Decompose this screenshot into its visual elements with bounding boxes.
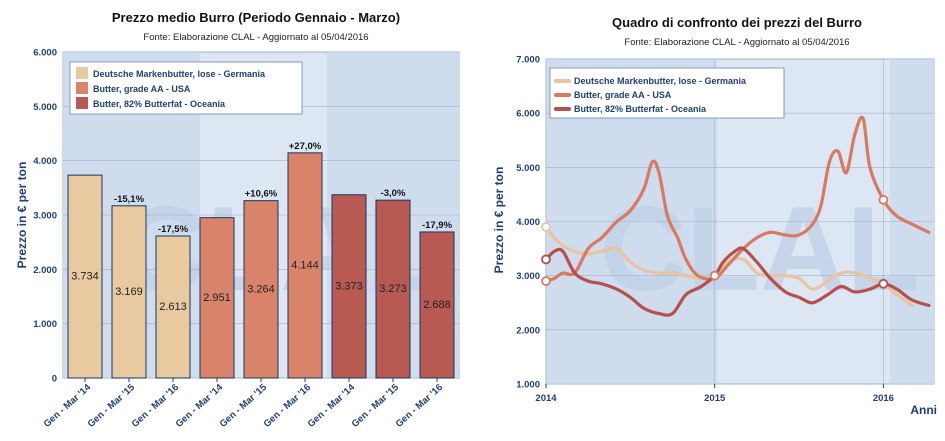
- bar-change-label: -3,0%: [381, 188, 406, 199]
- bar: [375, 199, 411, 379]
- line-legend-box: [549, 67, 785, 119]
- series-marker: [709, 270, 720, 281]
- bar-value-label: 3.264: [247, 283, 275, 295]
- series-lines: [546, 115, 931, 317]
- bar-y-tick-label: 4.000: [33, 156, 57, 167]
- bar-value-label: 3.734: [71, 271, 99, 283]
- bar-chart: Prezzo medio Burro (Periodo Gennaio - Ma…: [15, 10, 460, 430]
- line-y-tick-label: 3.000: [516, 271, 540, 282]
- line-chart-subtitle: Fonte: Elaborazione CLAL - Aggiornato al…: [624, 37, 849, 48]
- bar-value-label: 3.273: [379, 283, 407, 295]
- line-y-tick-labels: 1.000 2.000 3.000 4.000 5.000 6.000 7.000: [516, 55, 540, 391]
- series-markers: [541, 194, 889, 289]
- line-y-tick-label: 2.000: [516, 325, 540, 336]
- bar-change-label: -17,5%: [158, 224, 189, 235]
- bar-change-label: +27,0%: [289, 141, 322, 152]
- series-marker: [541, 276, 551, 286]
- line-x-tick-label: 2016: [873, 393, 894, 404]
- legend-label-usa: Butter, grade AA - USA: [574, 90, 672, 100]
- watermark-clal-right: CLAL: [600, 182, 920, 316]
- bar-chart-title: Prezzo medio Burro (Periodo Gennaio - Ma…: [112, 10, 400, 25]
- legend-swatch-usa: [76, 82, 88, 94]
- bar-x-tick-label: Gen - Mar '16: [394, 382, 445, 430]
- line-y-tick-label: 5.000: [516, 163, 540, 174]
- bar-y-tick-label: 1.000: [33, 319, 57, 330]
- bar-value-label: 3.169: [115, 286, 143, 298]
- bar-y-tick-labels: 0 1.000 2.000 3.000 4.000 5.000 6.000: [33, 48, 57, 385]
- bar-change-label: +10,6%: [245, 189, 278, 200]
- series-line-germania: [546, 225, 914, 308]
- series-line-oceania: [546, 246, 931, 317]
- watermark-text: CLAL: [600, 182, 920, 316]
- bar: [155, 235, 191, 379]
- series-marker: [878, 278, 889, 289]
- line-x-tick-labels: 2014 2015 2016: [535, 384, 894, 404]
- bar-y-axis-label: Prezzo in € per ton: [15, 162, 29, 269]
- bar-legend: Deutsche Markenbutter, lose - Germania B…: [69, 61, 303, 115]
- line-y-tick-label: 1.000: [516, 380, 540, 391]
- bar-y-tick-label: 6.000: [33, 48, 57, 59]
- legend-label-germania: Deutsche Markenbutter, lose - Germania: [574, 76, 747, 86]
- bar-value-label: 2.951: [203, 292, 231, 304]
- bar-change-label: -17,9%: [422, 220, 453, 231]
- bar: [287, 152, 323, 379]
- bar: [419, 231, 455, 379]
- bar-value-label: 2.613: [159, 301, 187, 313]
- bar-y-tick-label: 0: [52, 374, 57, 385]
- bar-y-tick-label: 3.000: [33, 211, 57, 222]
- bar: [331, 194, 367, 379]
- line-y-axis-label: Prezzo in € per ton: [492, 167, 506, 274]
- bar-value-label: 3.373: [335, 280, 363, 292]
- line-x-axis-label: Anni: [910, 403, 937, 417]
- bar-chart-subtitle: Fonte: Elaborazione CLAL - Aggiornato al…: [143, 32, 368, 43]
- bar: [243, 200, 279, 379]
- line-chart-title: Quadro di confronto dei prezzi del Burro: [612, 15, 862, 30]
- line-y-tick-label: 4.000: [516, 217, 540, 228]
- line-x-tick-label: 2014: [535, 393, 557, 404]
- bar-value-label: 2.688: [423, 299, 451, 311]
- legend-label-germania: Deutsche Markenbutter, lose - Germania: [93, 69, 266, 79]
- series-marker: [878, 194, 889, 205]
- legend-label-usa: Butter, grade AA - USA: [93, 84, 191, 94]
- bar-y-tick-label: 5.000: [33, 102, 57, 113]
- series-line-usa: [546, 115, 931, 283]
- line-y-tick-label: 7.000: [516, 55, 540, 66]
- legend-label-oceania: Butter, 82% Butterfat - Oceania: [574, 104, 707, 114]
- series-marker: [541, 222, 551, 232]
- line-x-tick-label: 2015: [704, 393, 726, 404]
- legend-swatch-oceania: [76, 97, 88, 109]
- bars: 3.734 3.169 -15,1% 2.613 -17,5% 2.951 3.264 +10…: [67, 141, 455, 379]
- bar-y-tick-label: 2.000: [33, 265, 57, 276]
- line-chart: Quadro di confronto dei prezzi del Burro…: [492, 15, 937, 417]
- line-legend: Deutsche Markenbutter, lose - Germania B…: [549, 67, 785, 119]
- legend-swatch-germania: [76, 67, 88, 79]
- bar: [199, 217, 235, 379]
- bar-legend-box: [69, 61, 303, 115]
- legend-label-oceania: Butter, 82% Butterfat - Oceania: [93, 99, 226, 109]
- line-y-tick-label: 6.000: [516, 109, 540, 120]
- bar-change-label: -15,1%: [114, 194, 145, 205]
- bar-value-label: 4.144: [291, 259, 319, 271]
- series-marker: [541, 254, 551, 265]
